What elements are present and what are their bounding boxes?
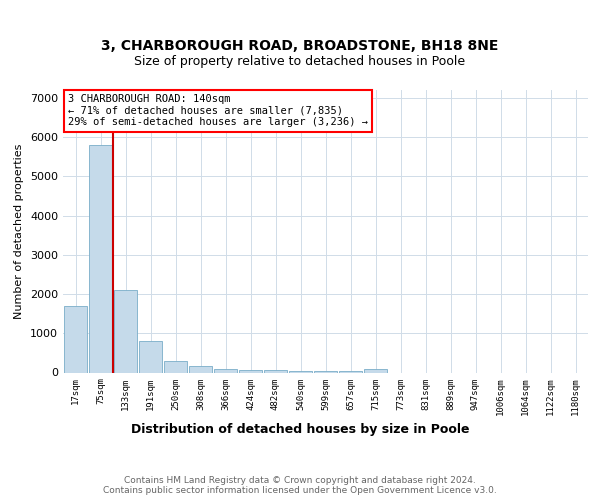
- Bar: [314, 371, 337, 372]
- Text: Size of property relative to detached houses in Poole: Size of property relative to detached ho…: [134, 56, 466, 68]
- Bar: [364, 370, 387, 372]
- Bar: [189, 366, 212, 372]
- Bar: [64, 306, 87, 372]
- Text: 3 CHARBOROUGH ROAD: 140sqm
← 71% of detached houses are smaller (7,835)
29% of s: 3 CHARBOROUGH ROAD: 140sqm ← 71% of deta…: [68, 94, 368, 128]
- Text: 3, CHARBOROUGH ROAD, BROADSTONE, BH18 8NE: 3, CHARBOROUGH ROAD, BROADSTONE, BH18 8N…: [101, 38, 499, 52]
- Bar: [264, 370, 287, 372]
- Bar: [89, 145, 112, 372]
- Bar: [139, 341, 162, 372]
- Text: Distribution of detached houses by size in Poole: Distribution of detached houses by size …: [131, 422, 469, 436]
- Bar: [214, 368, 237, 372]
- Text: Contains HM Land Registry data © Crown copyright and database right 2024.
Contai: Contains HM Land Registry data © Crown c…: [103, 476, 497, 495]
- Bar: [289, 370, 312, 372]
- Bar: [164, 360, 187, 372]
- Y-axis label: Number of detached properties: Number of detached properties: [14, 144, 25, 319]
- Bar: [114, 290, 137, 372]
- Bar: [239, 370, 262, 372]
